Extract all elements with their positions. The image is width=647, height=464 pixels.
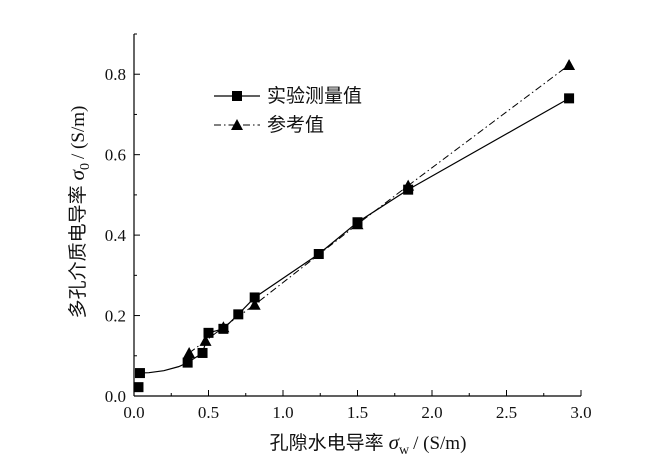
legend-triangle-marker xyxy=(231,119,243,130)
y-tick-label: 0.0 xyxy=(105,387,126,406)
y-tick-label: 0.8 xyxy=(105,65,126,84)
legend-entry-reference: 参考值 xyxy=(214,114,324,136)
legend-entry-measured: 实验测量值 xyxy=(214,85,362,107)
legend-label-reference: 参考值 xyxy=(267,114,324,136)
measured-point xyxy=(133,382,144,393)
measured-point xyxy=(313,249,324,260)
legend: 实验测量值 参考值 xyxy=(214,85,362,136)
x-axis-label: 孔隙水电导率 σw / (S/m) xyxy=(270,430,467,458)
legend-square-marker xyxy=(232,91,242,101)
y-tick-label: 0.2 xyxy=(105,307,126,326)
x-tick-label: 2.5 xyxy=(496,403,517,422)
measured-point xyxy=(352,217,363,228)
reference-point xyxy=(183,346,196,358)
reference-point xyxy=(248,298,261,310)
reference-point xyxy=(563,58,576,70)
reference-point xyxy=(199,334,212,346)
x-ticks: 0.0 0.5 1.0 1.5 2.0 2.5 3.0 xyxy=(123,390,592,422)
measured-point xyxy=(249,292,260,303)
measured-point xyxy=(197,347,208,358)
measured-point xyxy=(218,323,229,334)
measured-point xyxy=(134,368,145,379)
series-markers xyxy=(133,58,576,393)
y-tick-label: 0.4 xyxy=(105,226,127,245)
x-tick-label: 0.0 xyxy=(123,403,144,422)
measured-point xyxy=(403,184,414,195)
x-tick-label: 1.5 xyxy=(347,403,368,422)
y-ticks: 0.0 0.2 0.4 0.6 0.8 xyxy=(105,33,140,406)
x-tick-label: 0.5 xyxy=(198,403,219,422)
y-tick-label: 0.6 xyxy=(105,146,126,165)
x-tick-label: 2.0 xyxy=(421,403,442,422)
y-axis-label: 多孔介质电导率σ0/ (S/m) xyxy=(65,106,93,319)
measured-point xyxy=(233,309,244,320)
measured-point xyxy=(182,357,193,368)
measured-point xyxy=(203,327,214,338)
legend-label-measured: 实验测量值 xyxy=(267,85,362,107)
x-tick-label: 1.0 xyxy=(272,403,293,422)
measured-point xyxy=(564,93,575,104)
x-tick-label: 3.0 xyxy=(570,403,591,422)
series-line-measured xyxy=(138,97,570,374)
